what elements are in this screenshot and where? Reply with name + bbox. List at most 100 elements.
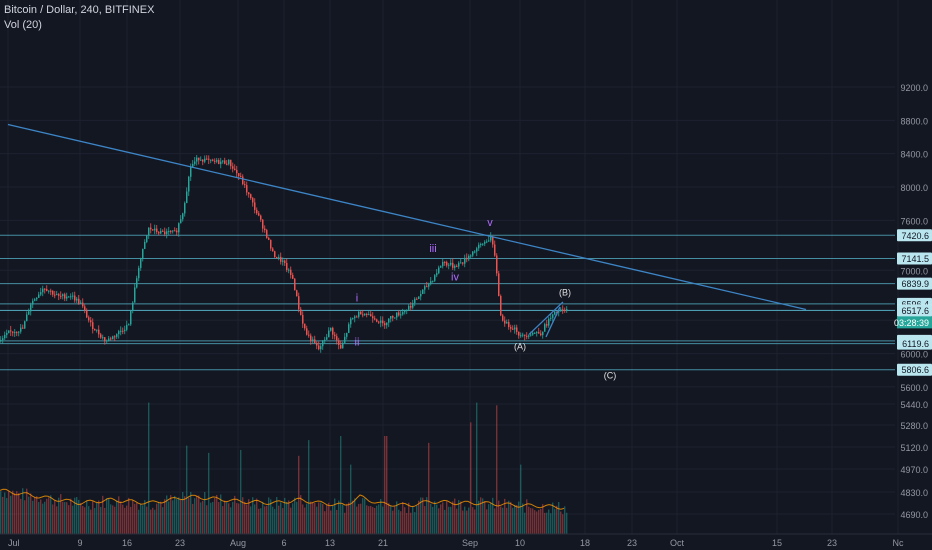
volume-bar bbox=[242, 497, 244, 534]
candle-body bbox=[290, 269, 292, 275]
volume-bar bbox=[394, 506, 396, 534]
candle-body bbox=[154, 228, 156, 231]
volume-bar bbox=[490, 503, 492, 534]
candle-body bbox=[390, 316, 392, 319]
volume-bar bbox=[94, 508, 96, 534]
candle-body bbox=[2, 338, 4, 341]
wedge-line-upper[interactable] bbox=[528, 301, 564, 335]
volume-bar bbox=[16, 491, 18, 534]
candle-body bbox=[48, 290, 50, 292]
time-axis-tick-label: Jul bbox=[8, 538, 20, 548]
candle-body bbox=[474, 251, 476, 253]
volume-bar bbox=[276, 497, 278, 534]
volume-bar bbox=[174, 495, 176, 534]
candle-body bbox=[410, 305, 412, 308]
wave-label-ii: ii bbox=[355, 336, 360, 348]
volume-bar bbox=[204, 492, 206, 534]
volume-bar bbox=[202, 500, 204, 534]
volume-bar bbox=[262, 501, 264, 534]
volume-bar bbox=[562, 514, 564, 534]
volume-bar bbox=[230, 507, 232, 534]
volume-bar bbox=[152, 507, 154, 534]
volume-bar bbox=[326, 504, 328, 534]
wedge-line-lower[interactable] bbox=[545, 306, 561, 338]
volume-bar bbox=[138, 509, 140, 534]
price-level-label[interactable]: 6119.6 bbox=[897, 337, 932, 350]
candle-body bbox=[496, 255, 498, 274]
candle-body bbox=[478, 244, 480, 249]
candle-body bbox=[286, 262, 288, 271]
candle-body bbox=[82, 302, 84, 307]
candle-body bbox=[518, 331, 520, 336]
candle-body bbox=[480, 243, 482, 245]
candle-body bbox=[58, 294, 60, 296]
volume-bar bbox=[360, 503, 362, 534]
candle-body bbox=[88, 317, 90, 321]
candle-body bbox=[146, 235, 148, 242]
volume-bar bbox=[324, 511, 326, 534]
candle-body bbox=[506, 322, 508, 324]
price-level-label-box bbox=[897, 277, 932, 290]
volume-bar bbox=[32, 500, 34, 534]
volume-bar bbox=[388, 503, 390, 534]
candle-body bbox=[162, 230, 164, 232]
candle-body bbox=[372, 316, 374, 319]
volume-bar bbox=[358, 503, 360, 534]
volume-bar bbox=[24, 500, 26, 534]
candle-body bbox=[416, 298, 418, 300]
candle-body bbox=[328, 330, 330, 338]
volume-bar bbox=[418, 500, 420, 534]
candle-body bbox=[510, 327, 512, 329]
volume-bar bbox=[518, 501, 520, 534]
volume-bar bbox=[466, 510, 468, 534]
price-level-label[interactable]: 7420.6 bbox=[897, 229, 932, 242]
price-level-label[interactable]: 7141.5 bbox=[897, 252, 932, 265]
candle-body bbox=[212, 159, 214, 161]
volume-bar bbox=[50, 495, 52, 534]
candle-body bbox=[216, 160, 218, 162]
candle-body bbox=[184, 202, 186, 214]
volume-bar bbox=[534, 510, 536, 534]
volume-bar bbox=[450, 506, 452, 534]
candle-body bbox=[180, 219, 182, 224]
candle-body bbox=[274, 251, 276, 258]
candle-body bbox=[106, 340, 108, 342]
candle-body bbox=[250, 194, 252, 199]
volume-bar bbox=[250, 506, 252, 534]
price-level-label[interactable]: 6517.6 bbox=[897, 304, 932, 317]
volume-bar bbox=[172, 500, 174, 534]
candle-body bbox=[98, 329, 100, 335]
volume-bars bbox=[0, 402, 568, 534]
price-level-label[interactable]: 6839.9 bbox=[897, 277, 932, 290]
price-level-label[interactable]: 5806.6 bbox=[897, 363, 932, 376]
candle-body bbox=[294, 278, 296, 291]
volume-bar bbox=[14, 493, 16, 534]
candle-body bbox=[240, 176, 242, 178]
candle-body bbox=[392, 316, 394, 318]
volume-bar bbox=[462, 510, 464, 534]
volume-bar bbox=[552, 502, 554, 534]
volume-bar bbox=[84, 507, 86, 534]
volume-bar bbox=[554, 508, 556, 534]
candle-body bbox=[548, 318, 550, 326]
candle-body bbox=[182, 213, 184, 220]
price-axis-tick-label: 4830.0 bbox=[900, 488, 928, 498]
volume-bar bbox=[364, 498, 366, 534]
volume-bar bbox=[318, 502, 320, 534]
descending-trendline[interactable] bbox=[7, 123, 807, 311]
volume-bar bbox=[384, 436, 386, 534]
candle-body bbox=[206, 158, 208, 160]
candle-body bbox=[338, 340, 340, 346]
candle-body bbox=[412, 302, 414, 308]
volume-bar bbox=[74, 497, 76, 534]
candle-body bbox=[564, 309, 566, 311]
candle-body bbox=[32, 300, 34, 305]
candle-body bbox=[402, 312, 404, 315]
volume-bar bbox=[500, 506, 502, 534]
volume-bar bbox=[486, 509, 488, 534]
candle-body bbox=[284, 260, 286, 263]
candle-body bbox=[482, 243, 484, 245]
volume-bar bbox=[70, 498, 72, 534]
candle-body bbox=[64, 294, 66, 299]
